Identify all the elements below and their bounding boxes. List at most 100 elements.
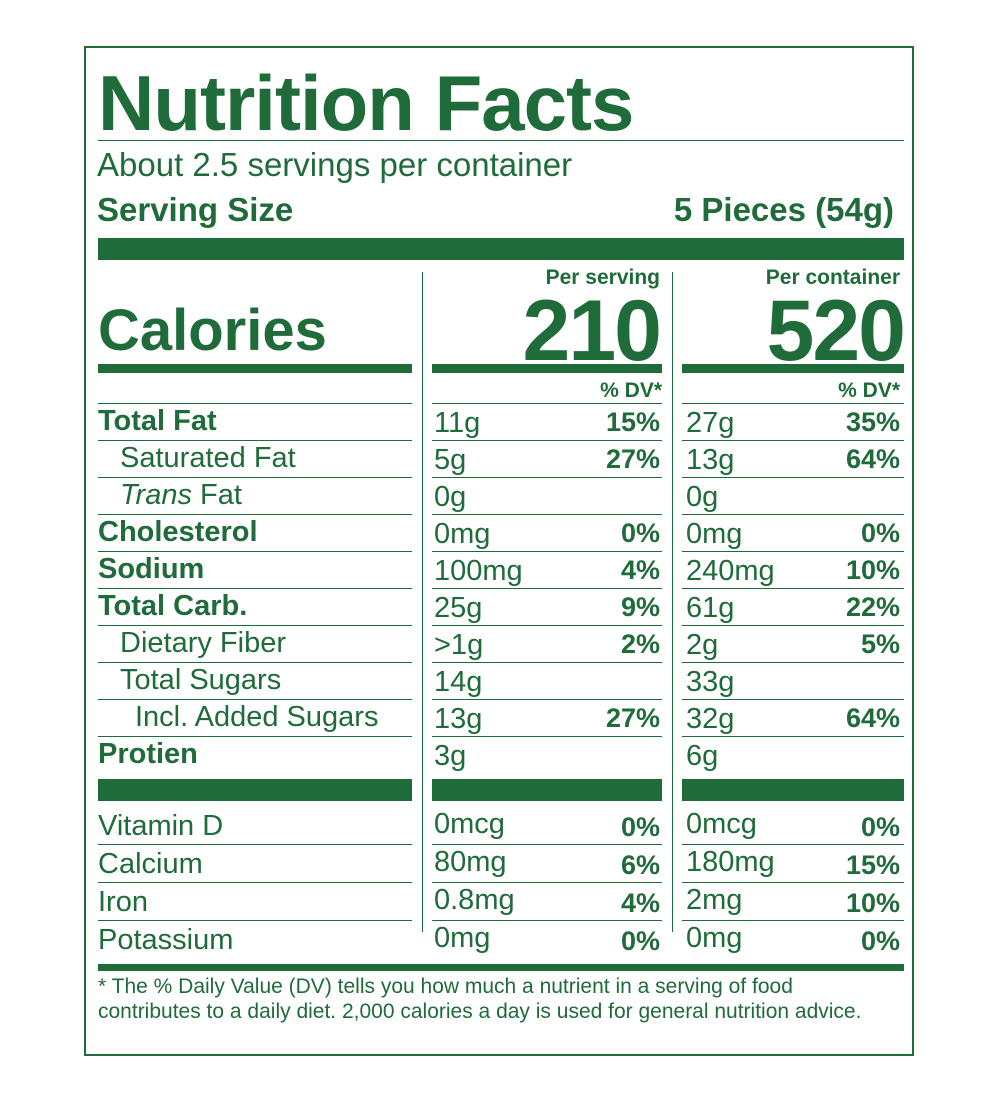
- serving-dv: 4%: [620, 555, 660, 585]
- container-dv: 10%: [845, 555, 900, 585]
- serving-amount: 0mcg: [434, 808, 505, 840]
- serving-amount: >1g: [434, 629, 484, 661]
- container-amount: 180mg: [686, 846, 775, 878]
- row-divider: [682, 514, 904, 515]
- nutrient-label: Protien: [98, 738, 198, 770]
- row-divider: [432, 699, 662, 700]
- dv-heading-serving: % DV*: [600, 379, 662, 402]
- nutrient-label: Trans Fat: [120, 481, 242, 510]
- row-divider: [98, 588, 412, 589]
- row-divider: [432, 588, 662, 589]
- row-divider: [432, 440, 662, 441]
- container-amount: 27g: [686, 407, 735, 439]
- calories-bar: [682, 364, 904, 373]
- container-amount: 0mcg: [686, 808, 757, 840]
- serving-amount: 11g: [434, 407, 481, 439]
- serving-amount: 3g: [434, 740, 467, 772]
- container-amount: 2mg: [686, 884, 743, 916]
- container-dv: 35%: [845, 407, 900, 437]
- row-divider: [432, 844, 662, 845]
- row-divider: [98, 403, 412, 404]
- nutrient-label: Saturated Fat: [120, 442, 296, 474]
- vitamin-label: Potassium: [98, 924, 234, 956]
- nutrient-label: Cholesterol: [98, 516, 258, 548]
- container-dv: 64%: [845, 703, 900, 733]
- calories-label: Calories: [98, 298, 327, 363]
- row-divider: [682, 588, 904, 589]
- container-dv: 10%: [845, 888, 900, 918]
- row-divider: [432, 882, 662, 883]
- nutrient-label: Total Carb.: [98, 590, 248, 622]
- row-divider: [98, 882, 412, 883]
- container-dv: 0%: [860, 926, 900, 956]
- container-dv: 5%: [860, 629, 900, 659]
- serving-dv: 6%: [620, 850, 660, 880]
- container-dv: 15%: [845, 850, 900, 880]
- container-amount: 0g: [686, 481, 719, 513]
- row-divider: [98, 844, 412, 845]
- row-divider: [98, 514, 412, 515]
- divider: [98, 140, 904, 141]
- row-divider: [432, 551, 662, 552]
- page-title: Nutrition Facts: [98, 59, 634, 147]
- container-dv: 22%: [845, 592, 900, 622]
- container-amount: 0mg: [686, 922, 743, 954]
- row-divider: [98, 736, 412, 737]
- container-amount: 61g: [686, 592, 735, 624]
- serving-amount: 0mg: [434, 518, 491, 550]
- row-divider: [682, 440, 904, 441]
- footnote-divider: [98, 964, 904, 971]
- row-divider: [432, 403, 662, 404]
- serving-amount: 13g: [434, 703, 483, 735]
- row-divider: [98, 699, 412, 700]
- dv-heading-container: % DV*: [838, 379, 900, 402]
- serving-dv: 27%: [605, 444, 660, 474]
- container-dv: 64%: [845, 444, 900, 474]
- vitamin-divider: [432, 779, 662, 801]
- serving-dv: 4%: [620, 888, 660, 918]
- serving-amount: 25g: [434, 592, 483, 624]
- vitamin-label: Vitamin D: [98, 810, 224, 842]
- container-amount: 32g: [686, 703, 735, 735]
- container-dv: 0%: [860, 518, 900, 548]
- serving-dv: 27%: [605, 703, 660, 733]
- nutrient-label-italic: Trans: [120, 479, 192, 511]
- vitamin-divider: [98, 779, 412, 801]
- nutrient-label: Total Sugars: [120, 664, 282, 696]
- container-amount: 240mg: [686, 555, 775, 587]
- per-serving-heading: Per serving: [545, 266, 660, 289]
- serving-amount: 100mg: [434, 555, 523, 587]
- serving-dv: 0%: [620, 812, 660, 842]
- serving-amount: 0g: [434, 481, 467, 513]
- nutrient-label: Sodium: [98, 553, 205, 585]
- serving-dv: 0%: [620, 926, 660, 956]
- row-divider: [98, 625, 412, 626]
- row-divider: [682, 477, 904, 478]
- container-dv: 0%: [860, 812, 900, 842]
- container-amount: 2g: [686, 629, 719, 661]
- row-divider: [682, 699, 904, 700]
- calories-per-serving: 210: [522, 283, 662, 379]
- container-amount: 0mg: [686, 518, 743, 550]
- calories-bar: [432, 364, 662, 373]
- vitamin-label: Iron: [98, 886, 148, 918]
- serving-amount: 0.8mg: [434, 884, 515, 916]
- servings-per-container: About 2.5 servings per container: [97, 146, 573, 183]
- thick-divider: [98, 238, 904, 260]
- row-divider: [98, 477, 412, 478]
- nutrient-label: Total Fat: [98, 405, 217, 437]
- row-divider: [682, 403, 904, 404]
- calories-per-container: 520: [766, 283, 906, 379]
- per-container-heading: Per container: [765, 266, 900, 289]
- row-divider: [432, 920, 662, 921]
- vitamin-divider: [682, 779, 904, 801]
- footnote: * The % Daily Value (DV) tells you how m…: [98, 975, 862, 1023]
- row-divider: [98, 440, 412, 441]
- serving-dv: 15%: [605, 407, 660, 437]
- row-divider: [682, 844, 904, 845]
- row-divider: [98, 920, 412, 921]
- row-divider: [432, 736, 662, 737]
- nutrient-label: Dietary Fiber: [120, 627, 286, 659]
- nutrition-facts-panel: Nutrition Facts About 2.5 servings per c…: [84, 46, 914, 1056]
- row-divider: [682, 920, 904, 921]
